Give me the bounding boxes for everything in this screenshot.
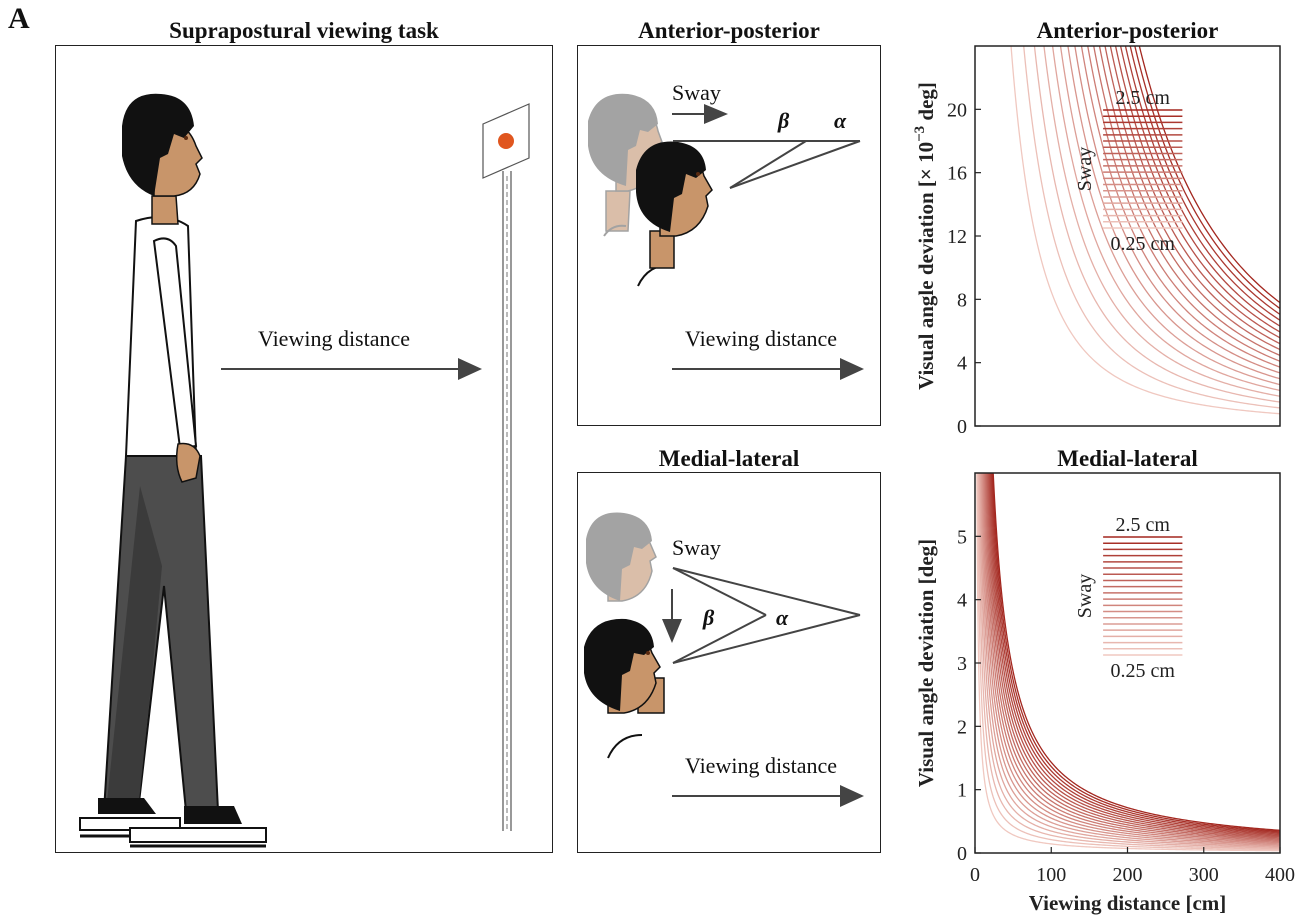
ml-chart: 0 1 2 3 4 5 0 100 200 300 400 Viewing distance [cm]… <box>914 472 1295 915</box>
sway-curve-line <box>1098 46 1280 351</box>
x-tick-label: 200 <box>1113 864 1143 886</box>
ap-diagram-title: Anterior-posterior <box>638 18 820 43</box>
sway-curve-line <box>983 473 1280 842</box>
legend-sway-title: Sway <box>1074 147 1096 191</box>
y-tick-label: 0 <box>957 843 967 865</box>
legend-top-label: 2.5 cm <box>1116 514 1171 536</box>
sway-curve-line <box>988 473 1280 837</box>
y-axis-label: Visual angle deviation [deg] <box>914 539 938 787</box>
sway-curve-line <box>980 473 1280 847</box>
ap-diagram-panel: Sway β α Viewing distance <box>577 45 881 426</box>
head-icon <box>584 618 665 759</box>
y-tick-label: 5 <box>957 526 967 548</box>
sway-curve-line <box>1134 46 1280 310</box>
sway-curve-line <box>1087 46 1280 362</box>
ml-sway-label: Sway <box>672 535 721 560</box>
legend-top-label: 2.5 cm <box>1116 87 1171 109</box>
target-stand-icon <box>482 103 530 831</box>
sway-curve-line <box>1051 46 1280 392</box>
sway-curve-line <box>1033 46 1280 403</box>
head-icon <box>636 141 713 287</box>
y-tick-label: 16 <box>947 163 967 185</box>
sway-curve-line <box>984 473 1280 841</box>
ml-alpha-label: α <box>776 605 789 630</box>
curves-group <box>1010 46 1280 415</box>
x-tick-label: 300 <box>1189 864 1219 886</box>
sway-curve-line <box>1104 46 1280 345</box>
legend-bottom-label: 0.25 cm <box>1111 233 1176 255</box>
legend-bottom-label: 0.25 cm <box>1111 660 1176 682</box>
sway-curve-line <box>983 473 1280 843</box>
ml-beta-label: β <box>703 605 715 630</box>
ap-chart: 0 4 8 12 16 20 Visual angle deviation [× 10−3 … <box>912 45 1281 438</box>
x-tick-label: 400 <box>1265 864 1295 886</box>
y-tick-label: 8 <box>957 289 967 311</box>
sway-curve-line <box>985 473 1280 840</box>
sway-curve-line <box>992 473 1280 831</box>
ml-diagram-title: Medial-lateral <box>658 446 800 471</box>
sway-curve-line <box>982 473 1280 844</box>
y-tick-label: 12 <box>947 226 967 248</box>
y-tick-label: 20 <box>947 99 967 121</box>
sway-curve-line <box>989 473 1280 835</box>
sway-curve-line <box>1010 46 1280 415</box>
ap-sway-label: Sway <box>672 80 721 105</box>
ap-chart-title: Anterior-posterior <box>1036 18 1219 43</box>
ml-diagram-panel: Sway β α Viewing distance <box>577 472 881 853</box>
ap-beta-label: β <box>778 108 790 133</box>
x-tick-label: 0 <box>970 864 980 886</box>
sway-curve-line <box>1059 46 1280 386</box>
task-illustration <box>79 93 530 848</box>
sway-curve-line <box>1124 46 1280 321</box>
y-tick-label: 4 <box>957 590 967 612</box>
sway-curve-line <box>989 473 1280 836</box>
sway-curve-line <box>1023 46 1280 409</box>
y-tick-label: 2 <box>957 716 967 738</box>
ml-distance-label: Viewing distance <box>685 753 838 778</box>
x-tick-label: 100 <box>1036 864 1066 886</box>
ghost-head-icon <box>586 512 657 602</box>
sway-curve-line <box>990 473 1280 834</box>
sway-curve-line <box>1043 46 1280 397</box>
standing-person-icon <box>79 93 267 848</box>
sway-curve-line <box>1074 46 1280 374</box>
ap-distance-label: Viewing distance <box>685 326 838 351</box>
sway-curve-line <box>1093 46 1280 356</box>
sway-curve-line <box>1129 46 1280 315</box>
y-tick-label: 1 <box>957 780 967 802</box>
ml-diagram-illustration <box>584 512 864 807</box>
task-panel-title: Suprapostural viewing task <box>169 18 439 43</box>
ap-alpha-label: α <box>834 108 847 133</box>
sway-curve-line <box>1080 46 1280 368</box>
sway-curve-line <box>991 473 1280 833</box>
sway-curve-line <box>1067 46 1280 380</box>
sway-curve-line <box>979 473 1280 848</box>
sway-curve-line <box>987 473 1280 838</box>
task-distance-label: Viewing distance <box>258 326 411 351</box>
ap-diagram-illustration <box>588 93 864 380</box>
task-panel: Viewing distance <box>55 45 553 853</box>
x-axis-label: Viewing distance [cm] <box>1029 891 1227 915</box>
y-tick-label: 3 <box>957 653 967 675</box>
sway-curve-line <box>1119 46 1280 327</box>
sway-curve-line <box>981 473 1280 845</box>
y-tick-label: 4 <box>957 353 967 375</box>
panel-letter: A <box>8 2 30 35</box>
y-axis-label: Visual angle deviation [× 10−3 deg] <box>912 82 938 390</box>
sway-curve-line <box>1109 46 1280 339</box>
ml-chart-title: Medial-lateral <box>1057 446 1198 471</box>
legend-sway-title: Sway <box>1074 574 1096 618</box>
sway-curve-line <box>986 473 1280 839</box>
sway-curve-line <box>1114 46 1280 333</box>
sway-curve-line <box>1138 46 1280 304</box>
sway-curve-line <box>978 473 1280 849</box>
y-tick-label: 0 <box>957 416 967 438</box>
